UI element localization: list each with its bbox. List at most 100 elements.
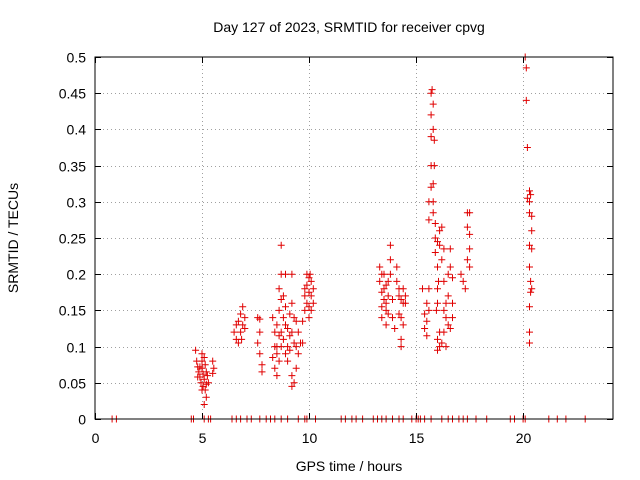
data-point xyxy=(288,372,296,380)
x-tick-label: 15 xyxy=(409,430,425,446)
data-point xyxy=(201,361,209,369)
data-point xyxy=(397,343,405,351)
data-point xyxy=(399,321,407,329)
data-point xyxy=(427,183,435,191)
x-tick-label: 5 xyxy=(199,430,207,446)
data-point xyxy=(275,332,283,340)
data-point xyxy=(286,332,294,340)
data-point xyxy=(209,369,217,377)
data-point xyxy=(395,292,403,300)
data-point xyxy=(423,317,431,325)
data-point xyxy=(446,263,454,271)
data-point xyxy=(435,277,442,285)
data-point xyxy=(234,317,242,325)
data-point xyxy=(197,379,205,387)
data-point xyxy=(466,209,474,217)
data-point xyxy=(210,364,218,372)
data-point xyxy=(279,292,287,300)
data-point xyxy=(431,220,439,227)
data-point xyxy=(449,274,456,282)
data-point xyxy=(438,256,446,264)
data-point xyxy=(241,314,249,322)
data-point xyxy=(256,315,264,323)
data-point xyxy=(526,328,533,336)
data-point xyxy=(202,368,210,376)
data-point xyxy=(442,299,450,307)
data-point xyxy=(444,292,452,300)
data-point xyxy=(436,343,444,351)
data-point xyxy=(425,306,433,314)
data-point xyxy=(528,212,536,220)
data-point xyxy=(288,382,296,390)
data-point xyxy=(273,321,281,329)
data-point xyxy=(194,373,202,381)
data-point xyxy=(434,263,441,271)
data-point xyxy=(237,328,245,336)
data-point xyxy=(286,310,294,318)
data-point xyxy=(290,339,298,347)
data-point xyxy=(526,339,533,347)
data-point xyxy=(288,270,296,278)
data-point xyxy=(457,270,465,278)
data-point xyxy=(292,317,300,325)
data-point xyxy=(307,277,315,285)
data-point xyxy=(466,263,474,271)
data-point xyxy=(434,346,441,354)
y-tick-label: 0.05 xyxy=(59,376,86,392)
data-point xyxy=(273,372,281,380)
data-point xyxy=(446,325,454,332)
data-point xyxy=(386,241,394,249)
data-point xyxy=(282,321,289,329)
data-point xyxy=(522,96,530,104)
data-point xyxy=(380,285,388,293)
data-point xyxy=(434,238,441,246)
data-point xyxy=(277,328,285,336)
data-point xyxy=(301,306,309,314)
x-axis-label: GPS time / hours xyxy=(296,458,403,474)
data-point xyxy=(234,339,242,347)
y-tick-label: 0.15 xyxy=(59,303,86,319)
data-point xyxy=(192,346,200,354)
data-point xyxy=(427,133,435,141)
data-point xyxy=(442,314,450,322)
data-point xyxy=(523,144,531,151)
data-point xyxy=(438,339,446,347)
data-point xyxy=(421,325,429,332)
data-point xyxy=(384,277,392,285)
data-point xyxy=(290,379,298,387)
data-point xyxy=(449,299,456,307)
data-point xyxy=(382,281,390,289)
x-tick-label: 10 xyxy=(302,430,318,446)
data-point xyxy=(198,350,206,358)
data-point xyxy=(434,299,441,307)
axis-ticks: 0 0.05 0.1 0.15 0.2 0.25 0.3 0.35 0.4 0.45 0.5 0 5 10… xyxy=(59,50,613,446)
data-point xyxy=(256,328,264,336)
data-point xyxy=(299,317,307,325)
data-point xyxy=(269,314,277,322)
data-point xyxy=(202,393,210,401)
data-point xyxy=(237,310,245,318)
data-point xyxy=(466,245,474,253)
data-point xyxy=(305,314,313,322)
data-point xyxy=(446,245,454,253)
data-point xyxy=(434,335,441,343)
y-axis-label: SRMTID / TECUs xyxy=(5,183,21,293)
data-point xyxy=(429,198,437,206)
data-point xyxy=(395,310,403,318)
data-point xyxy=(198,357,206,365)
x-tick-label: 20 xyxy=(516,430,532,446)
data-point xyxy=(200,375,208,383)
data-point xyxy=(386,270,394,278)
data-point xyxy=(526,187,533,195)
data-point xyxy=(419,285,426,293)
data-point xyxy=(378,288,386,296)
data-point xyxy=(444,321,452,329)
data-point xyxy=(307,306,315,314)
data-point xyxy=(284,343,292,351)
data-point xyxy=(429,209,437,217)
data-point xyxy=(230,328,238,336)
data-point xyxy=(269,354,277,361)
data-point xyxy=(376,277,384,285)
data-point xyxy=(292,343,300,351)
data-point xyxy=(526,263,533,271)
